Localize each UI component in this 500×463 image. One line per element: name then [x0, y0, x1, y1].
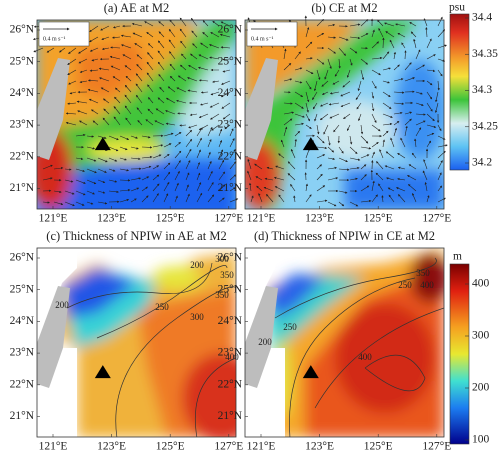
scale-box — [39, 22, 89, 46]
y-tick-label: 25°N — [218, 283, 243, 295]
x-tick-label: 121°E — [247, 441, 276, 453]
colorbar-tick-label: 34.2 — [472, 157, 492, 169]
y-tick-label: 24°N — [218, 315, 243, 327]
y-tick-label: 22°N — [218, 378, 243, 390]
contour-label: 350 — [220, 270, 234, 280]
colorbar-m — [450, 264, 469, 444]
y-tick-label: 26°N — [10, 24, 35, 36]
y-tick-label: 24°N — [10, 87, 35, 99]
scale-label: 0.4 m s⁻¹ — [251, 36, 274, 42]
x-tick-label: 123°E — [305, 441, 334, 453]
contour-label: 400 — [420, 280, 434, 290]
colorbar-unit: m — [453, 251, 462, 263]
y-tick-label: 22°N — [10, 378, 35, 390]
contour-label: 250 — [283, 322, 297, 332]
y-tick-label: 23°N — [218, 347, 243, 359]
scale-box — [247, 22, 297, 46]
x-tick-label: 125°E — [364, 441, 393, 453]
contour-label: 300 — [190, 312, 204, 322]
contour-label: 250 — [398, 280, 412, 290]
y-tick-label: 23°N — [10, 347, 35, 359]
y-tick-label: 26°N — [218, 24, 243, 36]
contour-label: 350 — [416, 268, 430, 278]
panel-b — [240, 20, 445, 210]
y-tick-label: 22°N — [218, 150, 243, 162]
colorbar-tick-label: 34.35 — [472, 48, 498, 60]
y-tick-label: 25°N — [218, 55, 243, 67]
contour-label: 200 — [190, 260, 204, 270]
colorbar-tick-label: 100 — [472, 434, 490, 446]
colorbar-tick-label: 34.4 — [472, 12, 492, 24]
panel-title: (a) AE at M2 — [104, 1, 170, 15]
panel-a — [29, 20, 236, 220]
panel-title: (b) CE at M2 — [311, 1, 377, 15]
colorbar-tick-label: 34.3 — [472, 84, 492, 96]
y-tick-label: 26°N — [218, 252, 243, 264]
y-tick-label: 21°N — [10, 410, 35, 422]
x-tick-label: 125°E — [156, 213, 185, 225]
contour-label: 250 — [155, 302, 169, 312]
y-tick-label: 21°N — [10, 182, 35, 194]
y-tick-label: 25°N — [10, 283, 35, 295]
x-tick-label: 121°E — [39, 213, 68, 225]
y-tick-label: 22°N — [10, 150, 35, 162]
x-tick-label: 123°E — [305, 213, 334, 225]
contour-label: 200 — [55, 300, 69, 310]
colorbar-tick-label: 400 — [472, 278, 490, 290]
x-tick-label: 123°E — [97, 213, 126, 225]
y-tick-label: 21°N — [218, 182, 243, 194]
colorbar-tick-label: 200 — [472, 382, 490, 394]
colorbar-unit: psu — [449, 2, 465, 14]
x-tick-label: 127°E — [214, 213, 243, 225]
x-tick-label: 127°E — [214, 441, 243, 453]
x-tick-label: 127°E — [422, 441, 451, 453]
y-tick-label: 24°N — [10, 315, 35, 327]
contour-label: 200 — [258, 337, 272, 347]
y-tick-label: 26°N — [10, 252, 35, 264]
colorbar-tick-label: 34.25 — [472, 120, 498, 132]
x-tick-label: 121°E — [39, 441, 68, 453]
x-tick-label: 121°E — [247, 213, 276, 225]
y-tick-label: 23°N — [10, 119, 35, 131]
x-tick-label: 125°E — [156, 441, 185, 453]
colorbar-tick-label: 300 — [472, 330, 490, 342]
contour-label: 400 — [358, 352, 372, 362]
panel-title: (c) Thickness of NPIW in AE at M2 — [46, 229, 226, 243]
y-tick-label: 23°N — [218, 119, 243, 131]
y-tick-label: 25°N — [10, 55, 35, 67]
y-tick-label: 24°N — [218, 87, 243, 99]
colorbar-psu — [450, 14, 469, 170]
y-tick-label: 21°N — [218, 410, 243, 422]
x-tick-label: 127°E — [422, 213, 451, 225]
x-tick-label: 125°E — [364, 213, 393, 225]
scale-label: 0.4 m s⁻¹ — [43, 36, 66, 42]
x-tick-label: 123°E — [97, 441, 126, 453]
panel-title: (d) Thickness of NPIW in CE at M2 — [254, 229, 435, 243]
